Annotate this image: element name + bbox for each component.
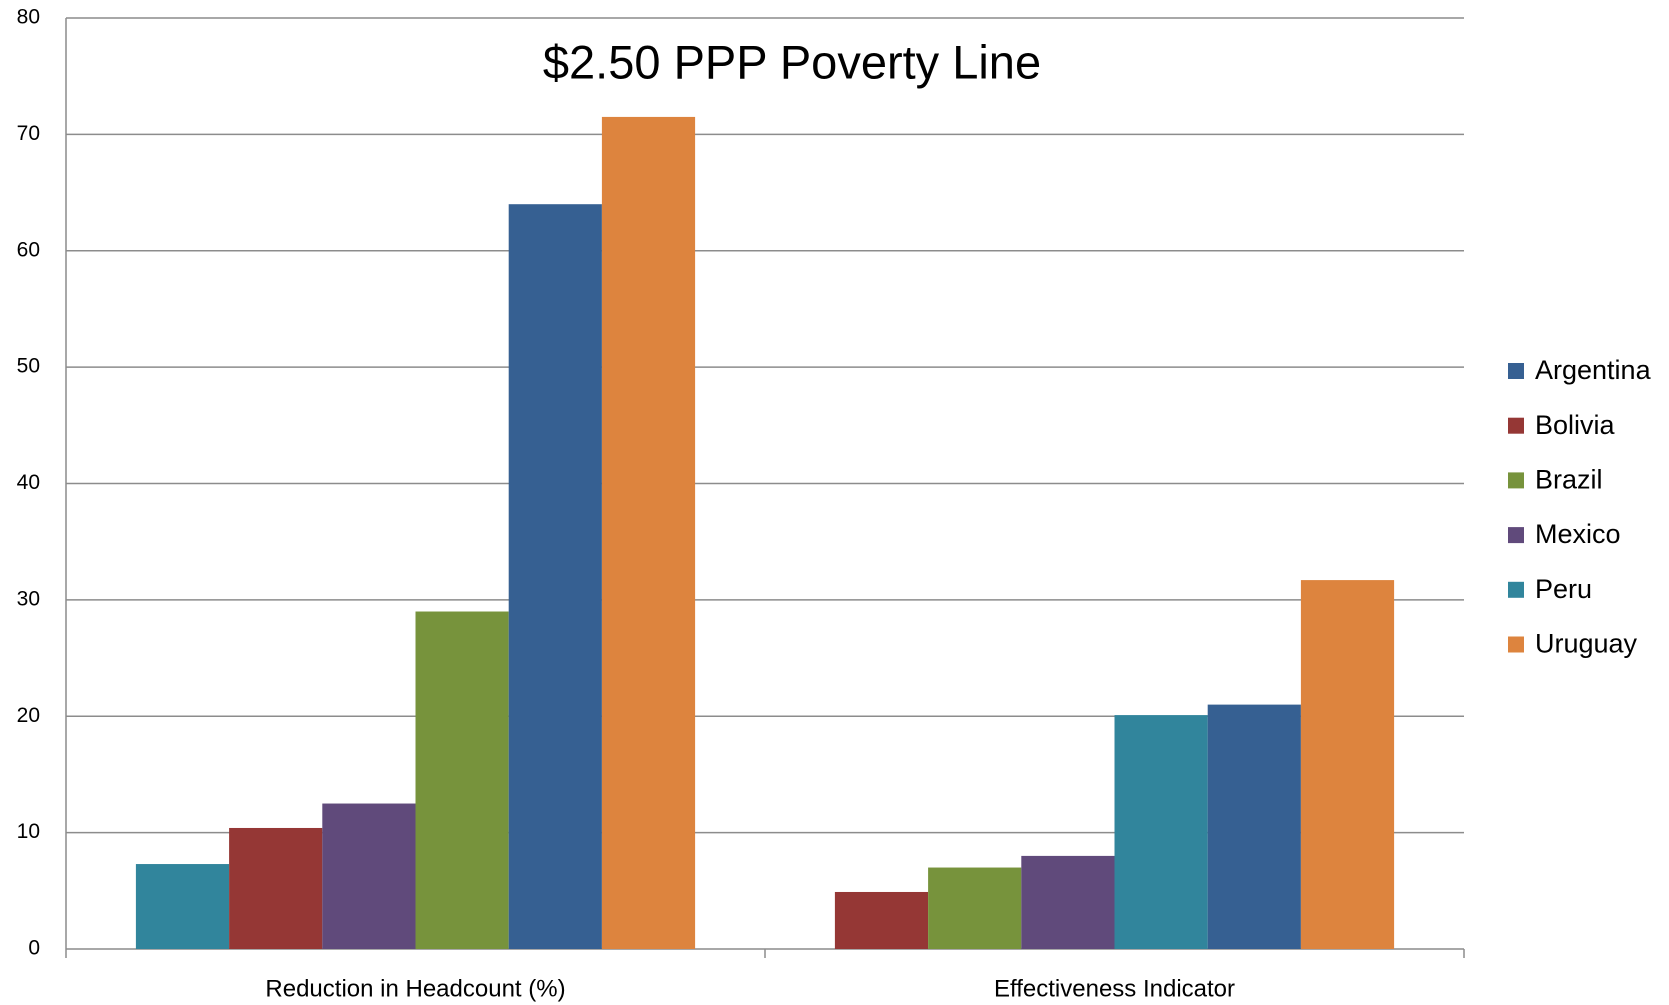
legend-label: Uruguay	[1535, 629, 1638, 659]
bar	[322, 803, 416, 949]
x-tick-label: Reduction in Headcount (%)	[265, 975, 565, 1002]
bar	[834, 891, 929, 949]
legend-swatch	[1508, 527, 1524, 544]
y-tick-label: 50	[17, 355, 40, 378]
legend-swatch	[1508, 472, 1524, 489]
bar	[1207, 704, 1301, 949]
bar	[508, 204, 602, 949]
bar	[229, 827, 323, 949]
y-tick-label: 80	[17, 6, 40, 29]
chart-title: $2.50 PPP Poverty Line	[543, 35, 1041, 88]
legend-label: Argentina	[1535, 355, 1652, 385]
legend-swatch	[1508, 417, 1524, 434]
bar	[928, 867, 1022, 949]
y-tick-label: 30	[17, 587, 40, 610]
y-tick-label: 10	[17, 820, 40, 843]
y-tick-label: 60	[17, 238, 40, 261]
bar	[1114, 715, 1208, 949]
legend-label: Bolivia	[1535, 410, 1616, 440]
legend-label: Mexico	[1535, 519, 1621, 549]
legend-swatch	[1508, 581, 1524, 598]
bar	[135, 864, 230, 949]
legend-swatch	[1508, 636, 1524, 653]
y-tick-label: 70	[17, 122, 40, 145]
y-tick-label: 20	[17, 704, 40, 727]
legend-label: Peru	[1535, 574, 1592, 604]
bar	[415, 611, 509, 949]
y-tick-label: 0	[28, 937, 40, 960]
y-tick-label: 40	[17, 471, 40, 494]
bar	[1300, 580, 1395, 949]
legend-label: Brazil	[1535, 465, 1603, 495]
x-tick-label: Effectiveness Indicator	[994, 975, 1235, 1002]
bar	[601, 116, 696, 949]
legend-swatch	[1508, 363, 1524, 379]
bar	[1021, 855, 1115, 949]
